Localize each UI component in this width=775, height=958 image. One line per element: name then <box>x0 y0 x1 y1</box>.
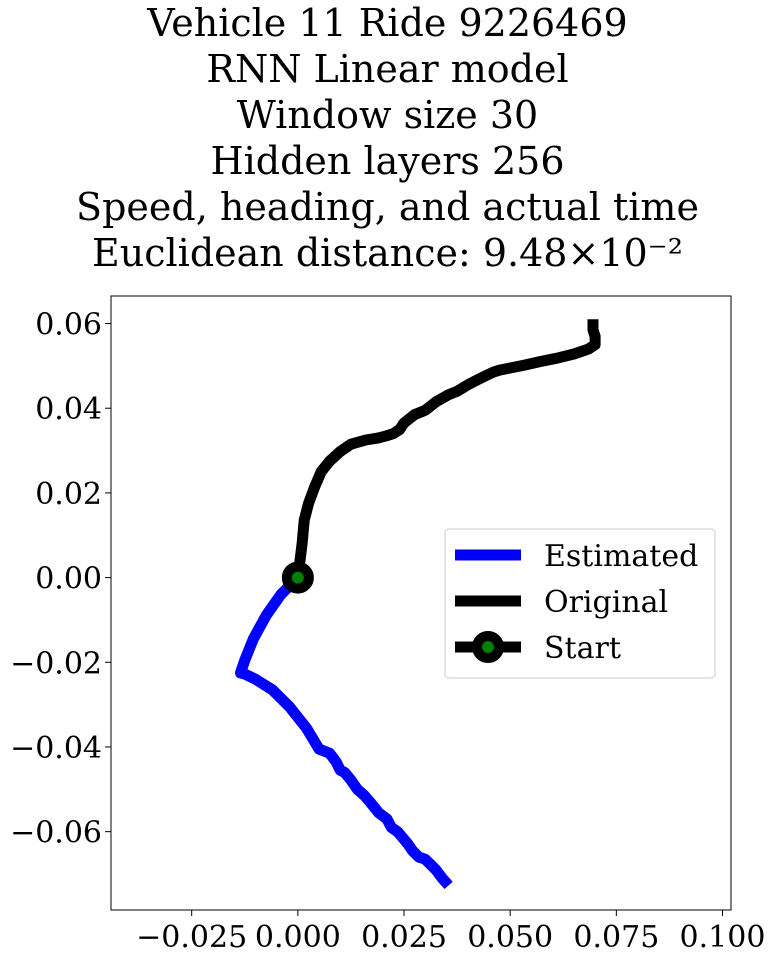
x-tick-label: 0.050 <box>467 920 553 955</box>
series-line-estimated <box>235 573 453 890</box>
x-tick-label: 0.075 <box>573 920 659 955</box>
x-tick-label: −0.025 <box>136 920 247 955</box>
legend-label-estimated: Estimated <box>544 539 698 574</box>
title-line-5: Speed, heading, and actual time <box>76 185 699 229</box>
title-line-4: Hidden layers 256 <box>210 139 565 183</box>
title-line-3: Window size 30 <box>236 93 539 137</box>
series-line-original <box>292 319 601 579</box>
legend-start-marker <box>472 631 504 663</box>
start-marker <box>281 561 314 594</box>
x-tick-label: 0.100 <box>680 920 766 955</box>
x-tick-label: 0.000 <box>255 920 341 955</box>
y-tick-label: −0.06 <box>10 816 102 851</box>
y-tick-label: 0.02 <box>35 477 102 512</box>
chart-title: Vehicle 11 Ride 9226469 RNN Linear model… <box>0 0 775 276</box>
title-line-6: Euclidean distance: 9.48×10⁻² <box>92 231 683 275</box>
title-line-1: Vehicle 11 Ride 9226469 <box>147 1 628 45</box>
y-tick-label: −0.02 <box>10 646 102 681</box>
y-tick-label: 0.00 <box>35 562 102 597</box>
y-tick-label: 0.04 <box>35 392 102 427</box>
y-tick-label: 0.06 <box>35 308 102 343</box>
legend <box>444 528 716 679</box>
y-tick-label: −0.04 <box>10 731 102 766</box>
plot-frame <box>110 295 732 911</box>
title-line-2: RNN Linear model <box>206 47 569 91</box>
x-tick-label: 0.025 <box>361 920 447 955</box>
legend-label-original: Original <box>544 585 668 620</box>
legend-label-start: Start <box>544 631 621 666</box>
